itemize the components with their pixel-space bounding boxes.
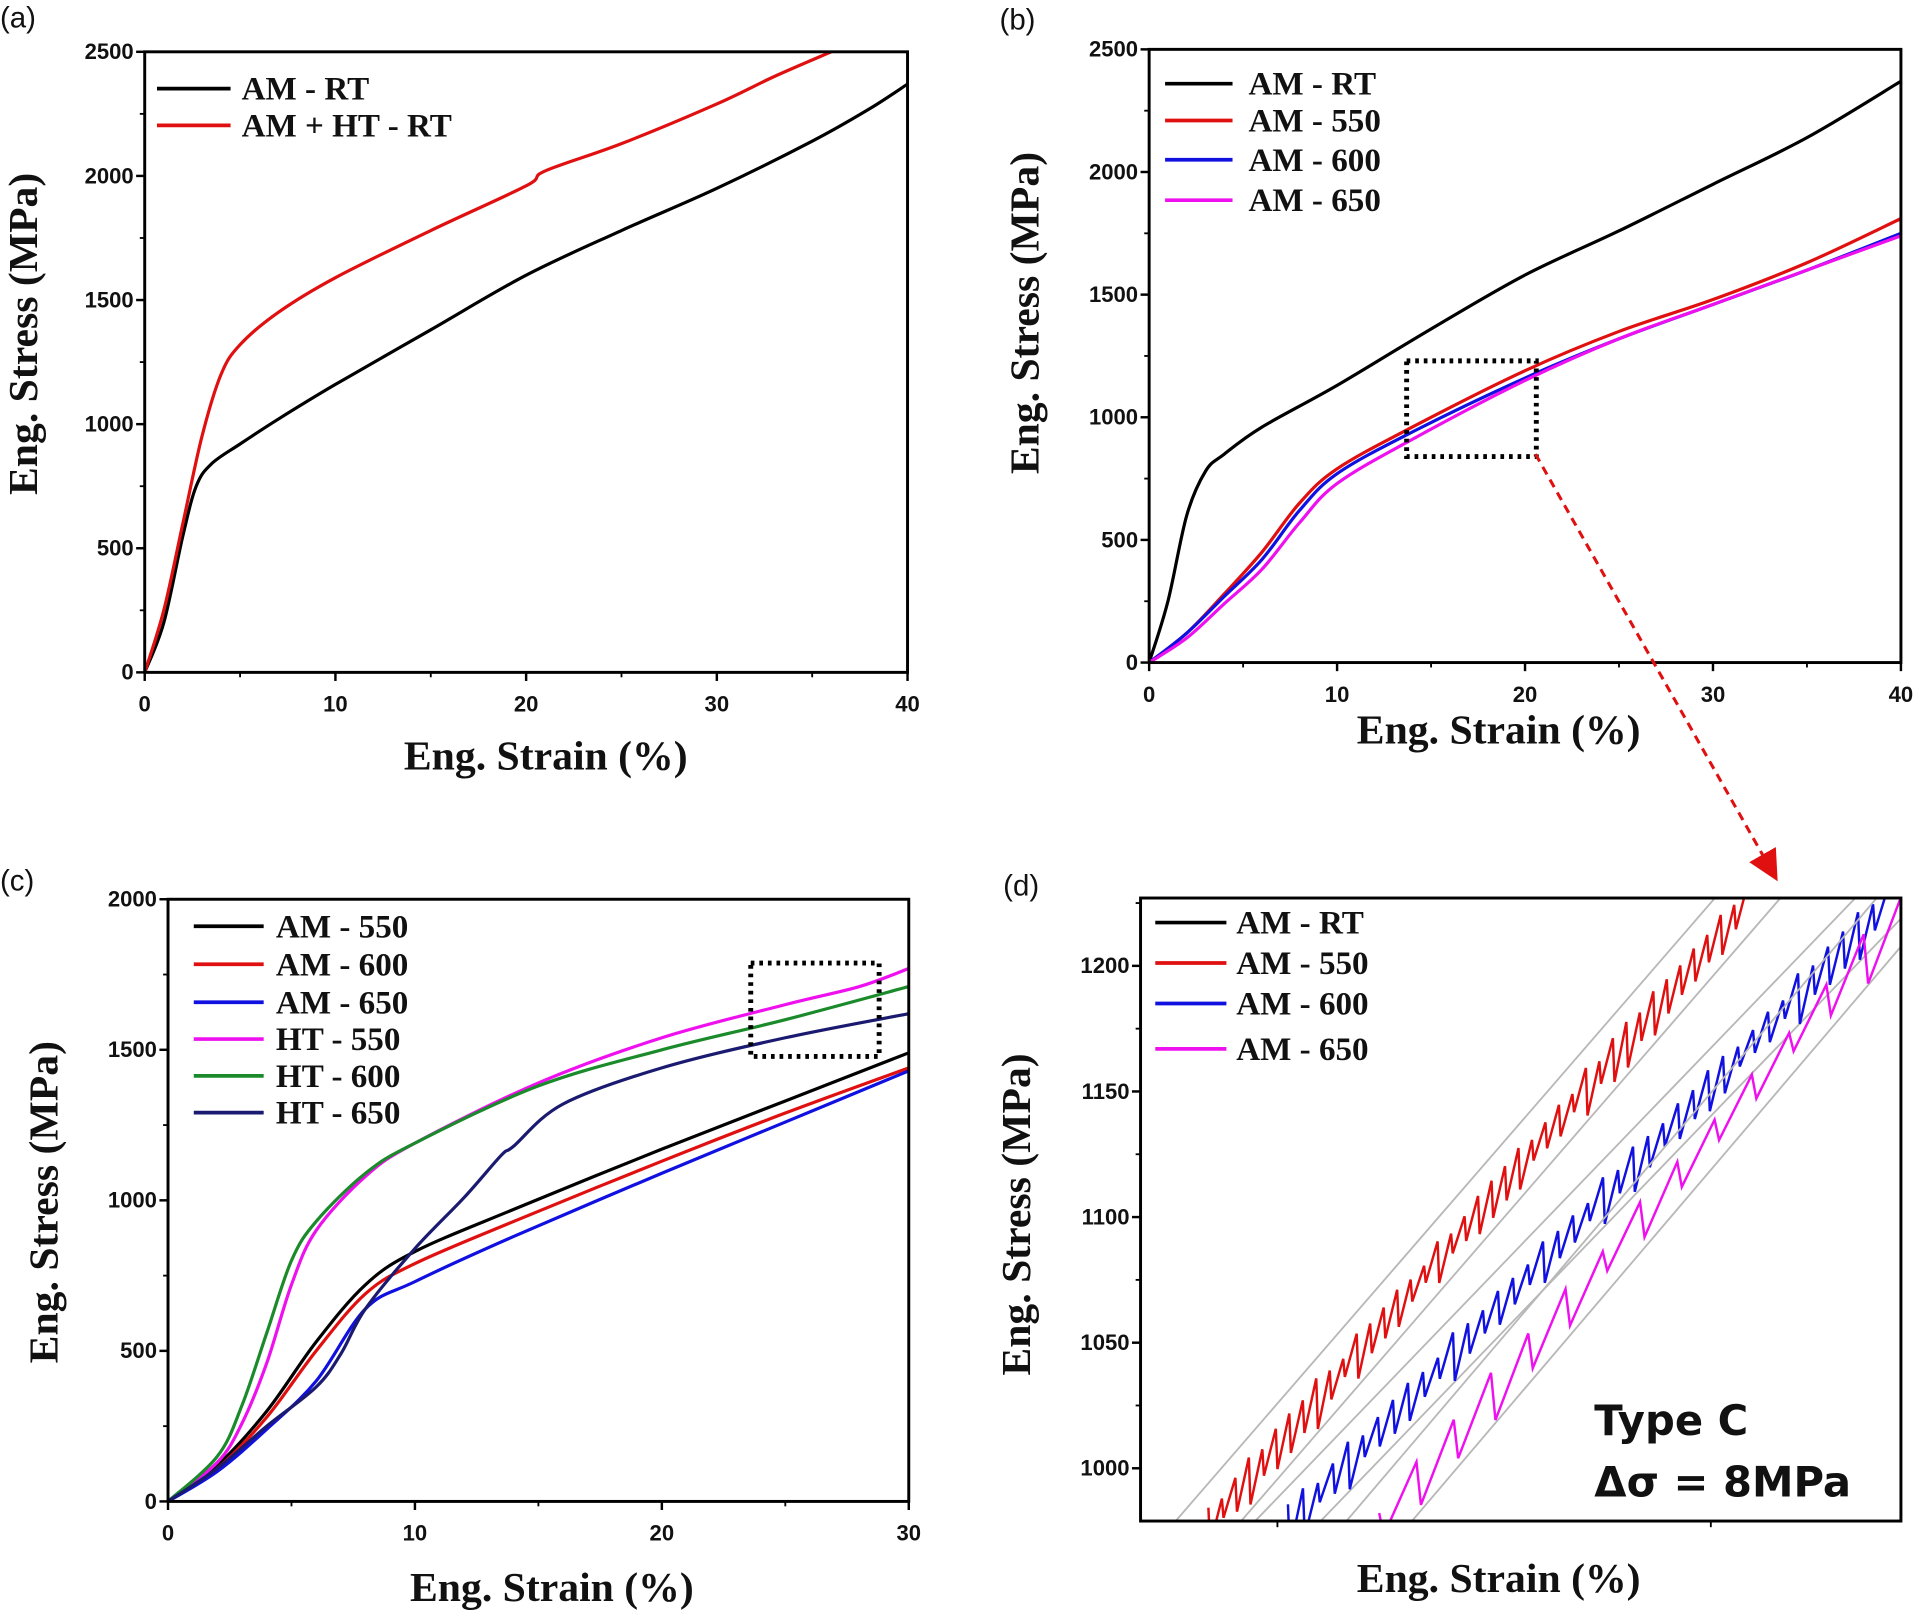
legend-label: HT - 550 xyxy=(276,1021,400,1058)
legend-label: AM + HT - RT xyxy=(242,107,452,144)
y-tick-label: 1500 xyxy=(85,287,134,312)
y-tick-label: 1500 xyxy=(108,1037,157,1062)
plot-frame xyxy=(143,50,910,674)
y-axis-title: Eng. Stress (MPa) xyxy=(1003,152,1049,474)
legend-label: HT - 650 xyxy=(276,1095,400,1132)
series-line-am-600 xyxy=(1286,898,1887,1522)
x-tick-label: 0 xyxy=(162,1521,174,1546)
y-tick-label: 0 xyxy=(145,1489,157,1514)
series-line-am-600 xyxy=(1149,231,1901,663)
y-tick-label: 2500 xyxy=(1089,37,1138,62)
series-line-am-600 xyxy=(168,1066,909,1502)
y-tick-label: 1000 xyxy=(108,1188,157,1213)
guide-line xyxy=(1345,898,1878,1522)
legend-label: AM - 650 xyxy=(276,984,408,1021)
guide-line xyxy=(1253,898,1857,1522)
legend-label: AM - 650 xyxy=(1236,1031,1368,1068)
series-line-am-650 xyxy=(1149,234,1901,663)
series-line-am-550 xyxy=(168,1051,909,1502)
y-tick-label: 2000 xyxy=(85,163,134,188)
panel-c: (c) 0 500 1000 1500 2000 0 10 20 30 Eng. Strain (%… xyxy=(0,865,921,1611)
panel-label: (c) xyxy=(0,865,34,898)
y-tick-label: 1150 xyxy=(1082,1079,1130,1104)
legend-label: AM - 650 xyxy=(1248,182,1380,219)
y-tick-label: 1200 xyxy=(1080,953,1129,978)
y-tick-label: 500 xyxy=(1101,527,1138,552)
legend-label: AM - 550 xyxy=(1248,103,1380,140)
zoom-arrow xyxy=(1534,453,1778,882)
guide-line xyxy=(1239,898,1782,1522)
legend-label: AM - 600 xyxy=(1236,986,1368,1023)
y-tick-label: 1000 xyxy=(85,412,134,437)
series-line-ht-650 xyxy=(168,1012,909,1502)
y-tick-label: 1500 xyxy=(1089,282,1138,307)
y-tick-label: 0 xyxy=(1126,650,1138,675)
y-tick-label: 1100 xyxy=(1082,1204,1130,1229)
series-line-am-650 xyxy=(1377,898,1901,1522)
y-tick-label: 1050 xyxy=(1080,1330,1129,1355)
guide-line xyxy=(1410,945,1901,1522)
legend-label: AM - RT xyxy=(1248,66,1376,103)
y-tick-label: 2000 xyxy=(1089,159,1138,184)
annotation-text: Δσ = 8MPa xyxy=(1594,1458,1851,1507)
y-axis-title: Eng. Stress (MPa) xyxy=(994,1053,1040,1375)
y-axis-title: Eng. Stress (MPa) xyxy=(1,173,47,495)
x-tick-label: 10 xyxy=(1325,682,1350,707)
plot-frame xyxy=(1139,896,1903,1523)
x-axis-title: Eng. Strain (%) xyxy=(404,733,688,779)
y-tick-label: 2500 xyxy=(85,39,134,64)
legend-label: AM - 550 xyxy=(1236,945,1368,982)
annotation-text: Type C xyxy=(1594,1396,1748,1445)
series-line-ht-600 xyxy=(168,985,909,1502)
y-tick-label: 1000 xyxy=(1080,1456,1129,1481)
y-tick-label: 500 xyxy=(120,1338,157,1363)
legend-label: AM - RT xyxy=(242,71,370,108)
series-line-am-650 xyxy=(168,1069,909,1502)
series-line-am+ht-rt xyxy=(144,51,832,673)
y-tick-label: 0 xyxy=(121,660,133,685)
x-axis-title: Eng. Strain (%) xyxy=(410,1565,694,1611)
panel-b: (b) 0 500 1000 1500 2000 2500 0 10 20 30 40 Eng. Str… xyxy=(1000,4,1914,754)
plot-frame xyxy=(166,897,911,1503)
x-tick-label: 40 xyxy=(1889,682,1914,707)
legend-label: AM - 550 xyxy=(276,908,408,945)
series-line-am-rt xyxy=(1149,79,1901,663)
y-tick-label: 500 xyxy=(97,536,134,561)
panel-label: (d) xyxy=(1003,870,1039,903)
x-tick-label: 40 xyxy=(895,692,920,717)
panel-label: (b) xyxy=(1000,4,1036,37)
plot-frame xyxy=(1147,47,1903,665)
guide-line xyxy=(1174,898,1717,1522)
panel-a: (a) 0 500 1000 1500 2000 2500 0 10 20 30 40 Eng. Str… xyxy=(0,1,920,779)
x-tick-label: 20 xyxy=(650,1521,675,1546)
y-axis-title: Eng. Stress (MPa) xyxy=(22,1041,68,1363)
panel-d: (d) 1000 1050 1100 1150 1200 Eng. Strain (%) En… xyxy=(994,870,1903,1602)
x-axis-title: Eng. Strain (%) xyxy=(1357,708,1641,754)
x-tick-label: 10 xyxy=(403,1521,428,1546)
x-tick-label: 20 xyxy=(1513,682,1538,707)
x-tick-label: 30 xyxy=(896,1521,921,1546)
x-tick-label: 10 xyxy=(323,692,348,717)
x-tick-label: 30 xyxy=(1701,682,1726,707)
series-line-am-rt xyxy=(144,82,908,673)
y-tick-label: 1000 xyxy=(1089,405,1138,430)
legend-label: HT - 600 xyxy=(276,1058,400,1095)
legend-label: AM - 600 xyxy=(276,946,408,983)
legend-label: AM - 600 xyxy=(1248,142,1380,179)
legend-label: AM - RT xyxy=(1236,905,1364,942)
x-tick-label: 20 xyxy=(514,692,539,717)
guide-line xyxy=(1319,917,1901,1522)
x-tick-label: 30 xyxy=(705,692,730,717)
y-tick-label: 2000 xyxy=(108,887,157,912)
panel-label: (a) xyxy=(0,1,36,34)
series-line-am-550 xyxy=(1207,898,1746,1522)
series-line-am-550 xyxy=(1149,217,1901,663)
x-tick-label: 0 xyxy=(139,692,151,717)
x-axis-title: Eng. Strain (%) xyxy=(1357,1556,1641,1602)
x-tick-label: 0 xyxy=(1143,682,1155,707)
zoom-box xyxy=(748,960,882,1059)
